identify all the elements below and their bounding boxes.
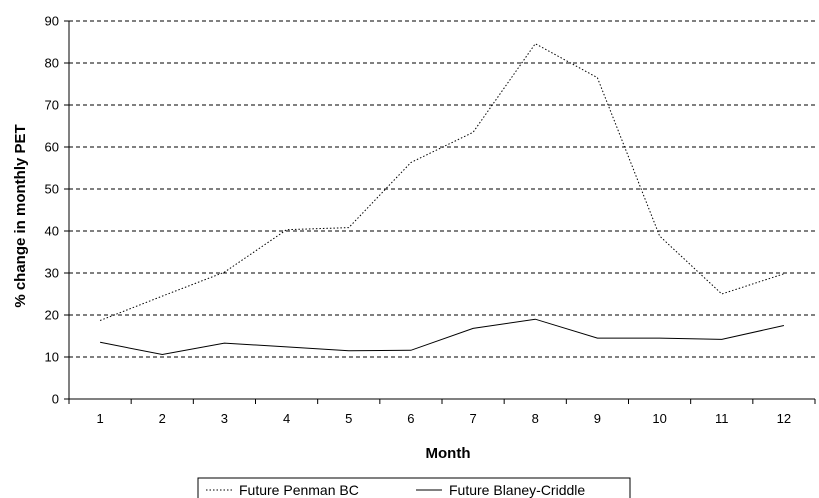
legend-label-blaney: Future Blaney-Criddle — [449, 482, 585, 498]
x-tick-label-2: 2 — [159, 411, 166, 426]
y-tick-label-40: 40 — [45, 224, 59, 239]
x-tick-label-7: 7 — [469, 411, 476, 426]
y-tick-label-10: 10 — [45, 350, 59, 365]
y-tick-label-20: 20 — [45, 308, 59, 323]
axes — [64, 20, 816, 404]
x-tick-label-1: 1 — [96, 411, 103, 426]
x-axis-title: Month — [426, 445, 471, 462]
y-tick-label-50: 50 — [45, 182, 59, 197]
y-tick-label-30: 30 — [45, 266, 59, 281]
x-tick-label-4: 4 — [283, 411, 290, 426]
series-line-future-blaney-criddle — [100, 318, 785, 356]
gridlines — [69, 20, 815, 358]
x-tick-label-9: 9 — [594, 411, 601, 426]
legend-box — [197, 477, 631, 498]
y-tick-label-0: 0 — [52, 392, 59, 407]
x-tick-label-5: 5 — [345, 411, 352, 426]
x-tick-label-10: 10 — [652, 411, 666, 426]
x-tick-label-3: 3 — [221, 411, 228, 426]
y-tick-label-90: 90 — [45, 14, 59, 29]
x-tick-label-8: 8 — [532, 411, 539, 426]
series-line-future-penman-bc — [99, 43, 785, 321]
x-tick-label-11: 11 — [715, 411, 729, 426]
legend-label-penman: Future Penman BC — [239, 482, 359, 498]
y-tick-label-60: 60 — [45, 140, 59, 155]
y-tick-label-70: 70 — [45, 98, 59, 113]
x-tick-label-12: 12 — [777, 411, 791, 426]
y-tick-label-80: 80 — [45, 56, 59, 71]
legend: Future Penman BC Future Blaney-Criddle — [197, 477, 631, 498]
x-tick-label-6: 6 — [407, 411, 414, 426]
y-axis-title: % change in monthly PET — [12, 124, 29, 307]
series-lines — [99, 43, 785, 356]
